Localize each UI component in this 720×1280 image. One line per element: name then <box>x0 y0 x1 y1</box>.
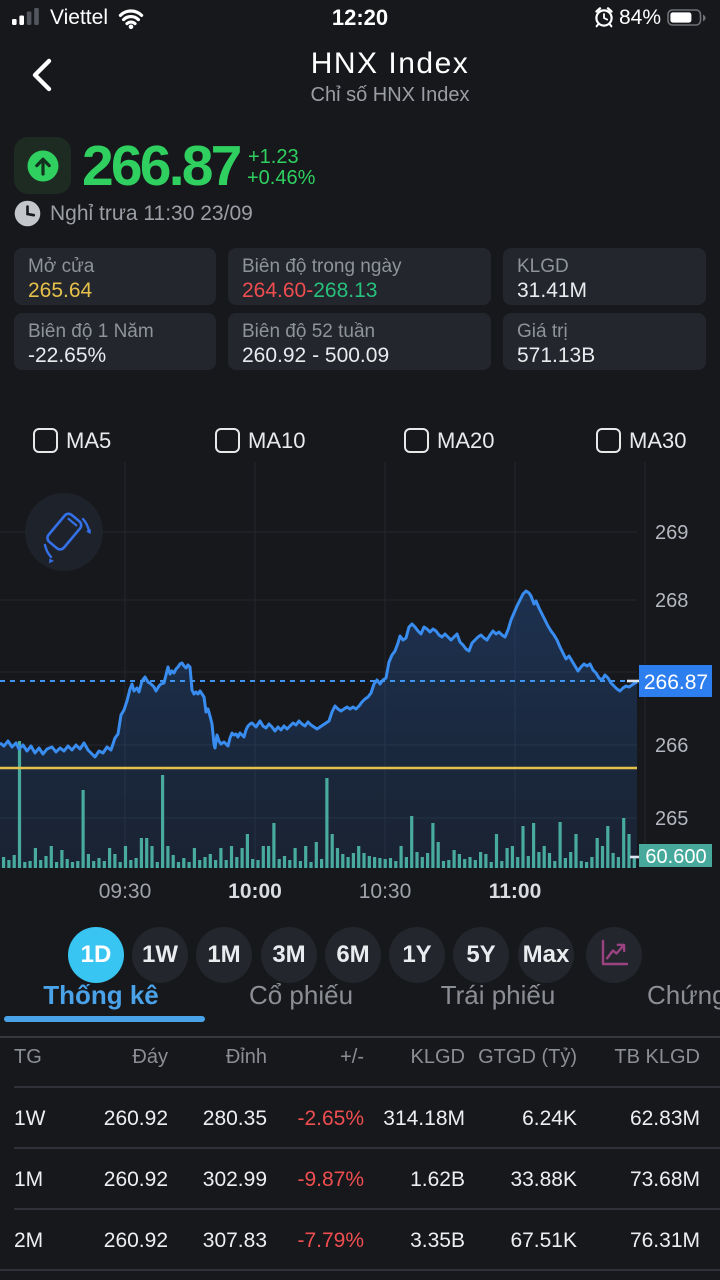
svg-text:269: 269 <box>655 522 688 544</box>
svg-text:266.87: 266.87 <box>644 671 708 694</box>
svg-text:10:00: 10:00 <box>228 880 282 903</box>
svg-text:60.600: 60.600 <box>645 846 706 868</box>
svg-text:10:30: 10:30 <box>359 880 412 903</box>
svg-text:265: 265 <box>655 808 688 830</box>
svg-text:268: 268 <box>655 590 688 612</box>
svg-text:11:00: 11:00 <box>489 880 542 903</box>
svg-text:266: 266 <box>655 735 688 757</box>
svg-text:09:30: 09:30 <box>99 880 152 903</box>
